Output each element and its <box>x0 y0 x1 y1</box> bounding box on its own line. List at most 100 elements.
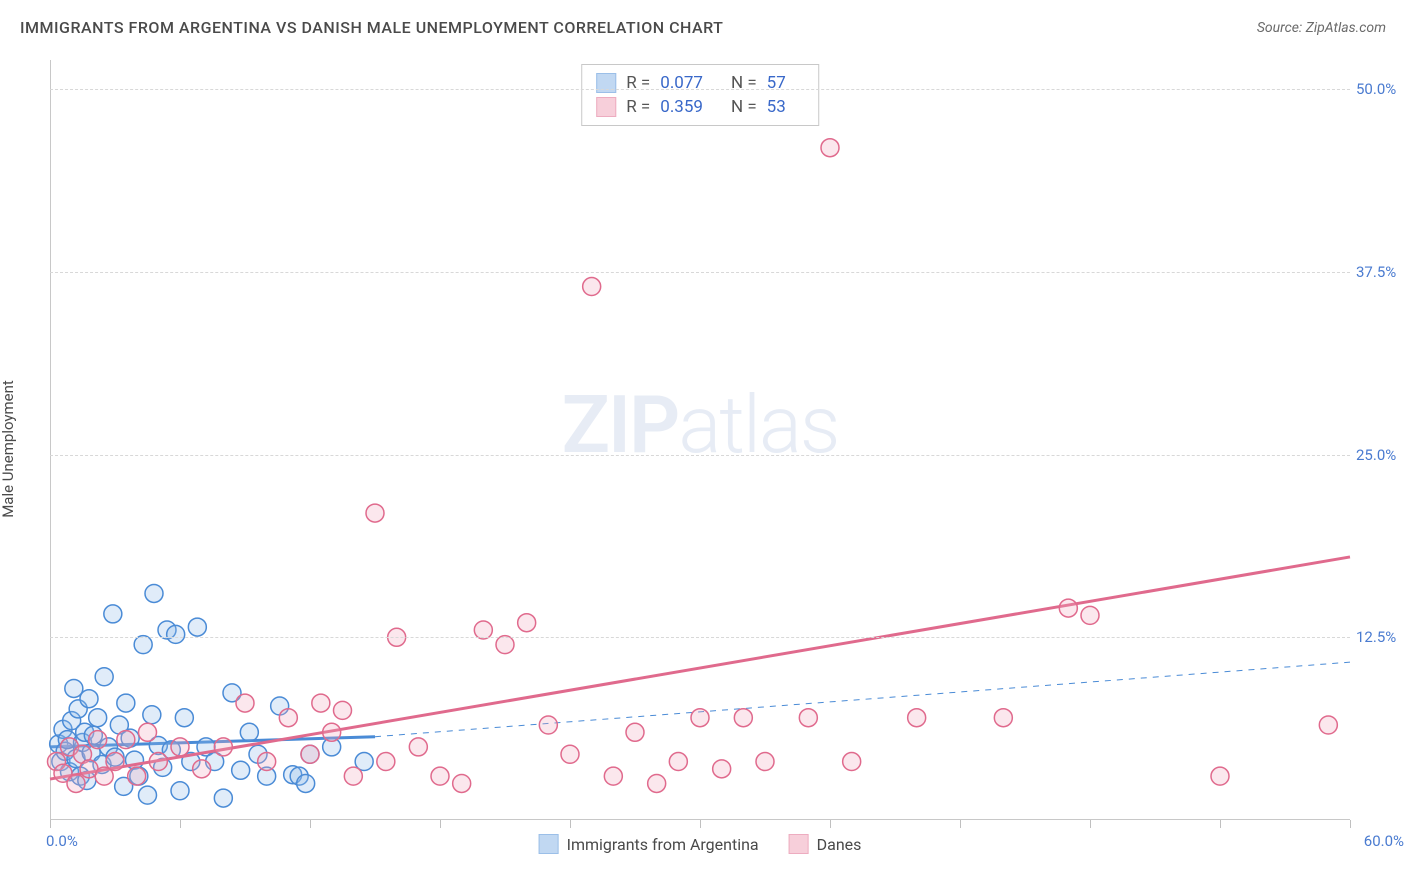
data-point <box>604 767 622 785</box>
data-point <box>139 723 157 741</box>
x-tick-label-max: 60.0% <box>1364 832 1404 850</box>
chart-svg <box>50 60 1350 820</box>
data-point <box>431 767 449 785</box>
legend-swatch-series-1 <box>596 97 616 117</box>
data-point <box>89 709 107 727</box>
data-point <box>106 753 124 771</box>
data-point <box>67 774 85 792</box>
data-point <box>89 731 107 749</box>
data-point <box>134 636 152 654</box>
chart-title: IMMIGRANTS FROM ARGENTINA VS DANISH MALE… <box>20 18 723 37</box>
data-point <box>648 774 666 792</box>
data-point <box>117 731 135 749</box>
y-tick-label: 25.0% <box>1356 446 1396 464</box>
data-point <box>799 709 817 727</box>
x-tick <box>180 820 181 828</box>
data-point <box>626 723 644 741</box>
data-point <box>175 709 193 727</box>
data-point <box>344 767 362 785</box>
y-tick-label: 12.5% <box>1356 628 1396 646</box>
data-point <box>117 694 135 712</box>
y-tick-label: 37.5% <box>1356 263 1396 281</box>
data-point <box>232 761 250 779</box>
data-point <box>453 774 471 792</box>
x-tick-label-min: 0.0% <box>46 832 78 850</box>
r-value-series-1: 0.359 <box>660 97 703 117</box>
data-point <box>301 745 319 763</box>
data-point <box>323 723 341 741</box>
data-point <box>583 278 601 296</box>
data-point <box>214 738 232 756</box>
data-point <box>95 668 113 686</box>
data-point <box>1319 716 1337 734</box>
data-point <box>145 584 163 602</box>
correlation-legend: R = 0.077 N = 57 R = 0.359 N = 53 <box>581 64 819 126</box>
legend-item-series-1: Danes <box>789 834 862 854</box>
x-tick <box>1220 820 1221 828</box>
data-point <box>104 605 122 623</box>
source-attribution: Source: ZipAtlas.com <box>1257 20 1386 36</box>
data-point <box>128 767 146 785</box>
x-tick <box>310 820 311 828</box>
gridline <box>50 637 1350 638</box>
data-point <box>734 709 752 727</box>
trendline-solid <box>50 557 1350 779</box>
plot-area: ZIPatlas R = 0.077 N = 57 R = 0.359 N = … <box>50 60 1350 820</box>
x-tick <box>50 820 51 828</box>
legend-row-series-0: R = 0.077 N = 57 <box>596 71 804 95</box>
data-point <box>297 774 315 792</box>
gridline <box>50 272 1350 273</box>
data-point <box>691 709 709 727</box>
legend-label-series-0: Immigrants from Argentina <box>567 835 759 854</box>
legend-item-series-0: Immigrants from Argentina <box>539 834 759 854</box>
data-point <box>1059 599 1077 617</box>
legend-row-series-1: R = 0.359 N = 53 <box>596 95 804 119</box>
data-point <box>171 738 189 756</box>
legend-swatch-icon <box>539 834 559 854</box>
data-point <box>193 760 211 778</box>
data-point <box>669 753 687 771</box>
data-point <box>561 745 579 763</box>
x-tick <box>1350 820 1351 828</box>
x-tick <box>830 820 831 828</box>
data-point <box>188 618 206 636</box>
data-point <box>496 636 514 654</box>
data-point <box>80 690 98 708</box>
data-point <box>279 709 297 727</box>
data-point <box>474 621 492 639</box>
x-tick <box>440 820 441 828</box>
gridline <box>50 89 1350 90</box>
legend-swatch-icon <box>789 834 809 854</box>
data-point <box>171 782 189 800</box>
data-point <box>167 625 185 643</box>
data-point <box>713 760 731 778</box>
data-point <box>518 614 536 632</box>
data-point <box>1081 606 1099 624</box>
data-point <box>539 716 557 734</box>
n-label: N = <box>731 97 757 117</box>
data-point <box>1211 767 1229 785</box>
data-point <box>994 709 1012 727</box>
y-axis-label: Male Unemployment <box>0 380 17 518</box>
data-point <box>843 753 861 771</box>
data-point <box>821 139 839 157</box>
data-point <box>312 694 330 712</box>
x-tick <box>1090 820 1091 828</box>
y-tick-label: 50.0% <box>1356 80 1396 98</box>
data-point <box>334 701 352 719</box>
data-point <box>143 706 161 724</box>
data-point <box>236 694 254 712</box>
data-point <box>258 753 276 771</box>
x-tick <box>570 820 571 828</box>
x-tick <box>700 820 701 828</box>
data-point <box>240 723 258 741</box>
data-point <box>908 709 926 727</box>
gridline <box>50 455 1350 456</box>
data-point <box>149 753 167 771</box>
data-point <box>756 753 774 771</box>
data-point <box>214 789 232 807</box>
r-label: R = <box>626 97 650 117</box>
legend-label-series-1: Danes <box>817 835 862 854</box>
chart-header: IMMIGRANTS FROM ARGENTINA VS DANISH MALE… <box>20 18 1386 37</box>
series-legend: Immigrants from Argentina Danes <box>539 834 862 854</box>
